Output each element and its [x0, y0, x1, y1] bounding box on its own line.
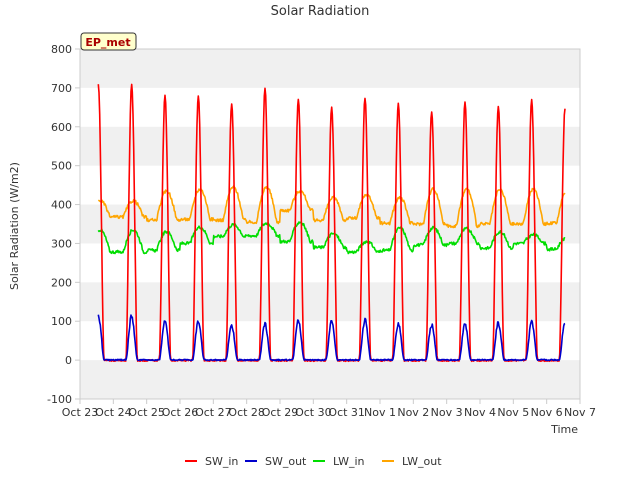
series-line-lw-out — [97, 185, 566, 229]
y-axis-label: Solar Radiation (W/m2) — [8, 162, 21, 290]
y-tick-label: 600 — [51, 121, 72, 134]
grid-band — [80, 282, 580, 322]
plot-frame — [79, 48, 581, 400]
series-line-sw-out — [97, 314, 566, 362]
y-tick-label: 0 — [65, 354, 72, 367]
x-tick-label: Oct 23 — [62, 406, 99, 419]
y-tick-label: 200 — [51, 276, 72, 289]
y-tick-label: 700 — [51, 82, 72, 95]
grid-band — [80, 49, 580, 88]
chart-title: Solar Radiation — [271, 4, 370, 19]
x-tick-label: Nov 4 — [464, 406, 496, 419]
legend-label: SW_out — [265, 455, 307, 468]
x-tick-label: Nov 6 — [531, 406, 563, 419]
series-line-lw-in — [97, 221, 566, 255]
y-tick-label: 400 — [51, 199, 72, 212]
x-tick-label: Oct 31 — [328, 406, 365, 419]
x-tick-label: Nov 1 — [364, 406, 396, 419]
x-tick-label: Oct 29 — [262, 406, 299, 419]
legend-label: LW_in — [333, 455, 365, 468]
y-tick-label: -100 — [47, 393, 72, 406]
station-badge-label: EP_met — [85, 36, 130, 49]
x-tick-label: Nov 2 — [397, 406, 429, 419]
grid-band — [80, 360, 580, 399]
y-tick-label: 100 — [51, 315, 72, 328]
y-tick-label: 500 — [51, 160, 72, 173]
y-tick-label: 300 — [51, 237, 72, 250]
y-tick-label: 800 — [51, 43, 72, 56]
x-tick-label: Oct 28 — [228, 406, 265, 419]
x-tick-label: Oct 26 — [162, 406, 199, 419]
x-tick-label: Nov 7 — [564, 406, 596, 419]
legend-label: SW_in — [205, 455, 238, 468]
series-layer — [97, 83, 566, 363]
station-badge: EP_met — [80, 32, 137, 51]
station-badge-box — [80, 32, 137, 51]
x-tick-label: Oct 24 — [95, 406, 132, 419]
x-axis-label: Time — [550, 423, 578, 436]
x-tick-label: Oct 30 — [295, 406, 332, 419]
x-tick-label: Nov 3 — [431, 406, 463, 419]
x-tick-label: Oct 25 — [128, 406, 165, 419]
legend-label: LW_out — [402, 455, 442, 468]
legend: SW_in SW_out LW_in LW_out — [185, 455, 442, 468]
x-tick-label: Oct 27 — [195, 406, 232, 419]
y-axis-ticks: -100 0 100 200 300 400 500 600 700 800 — [47, 43, 80, 406]
x-tick-label: Nov 5 — [497, 406, 529, 419]
